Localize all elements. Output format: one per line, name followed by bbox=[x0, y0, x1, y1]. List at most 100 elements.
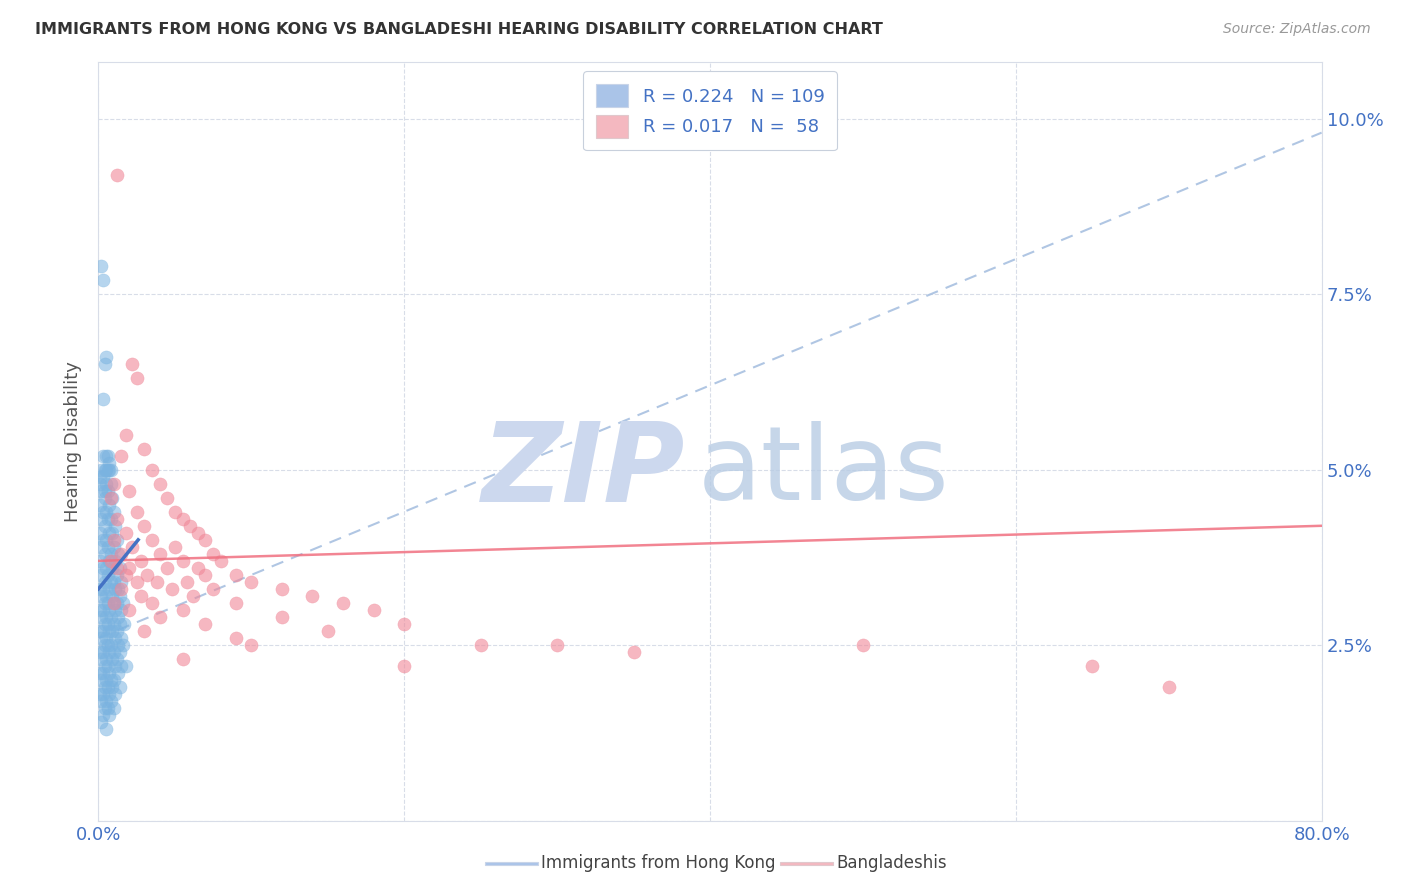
Point bbox=[94, 723, 117, 737]
Point bbox=[89, 687, 111, 701]
Point bbox=[141, 462, 163, 476]
Point bbox=[93, 357, 115, 371]
Point bbox=[125, 574, 148, 589]
Point bbox=[97, 449, 120, 463]
Point bbox=[101, 680, 124, 694]
Point bbox=[93, 617, 115, 632]
Point bbox=[110, 582, 132, 596]
Point bbox=[90, 673, 112, 688]
Point bbox=[115, 525, 138, 540]
Point bbox=[90, 694, 112, 708]
Point bbox=[90, 512, 112, 526]
Point bbox=[100, 610, 122, 624]
Point bbox=[94, 561, 117, 575]
Point bbox=[110, 631, 132, 645]
Point bbox=[93, 680, 115, 694]
Point bbox=[100, 638, 122, 652]
Point bbox=[94, 631, 117, 645]
Point bbox=[93, 483, 115, 498]
Point bbox=[107, 638, 129, 652]
Point bbox=[181, 589, 204, 603]
Point bbox=[105, 533, 128, 547]
Point bbox=[107, 582, 129, 596]
Point bbox=[101, 624, 124, 639]
Point bbox=[91, 505, 114, 519]
Point bbox=[98, 525, 121, 540]
Point bbox=[115, 427, 138, 442]
Point bbox=[194, 617, 217, 632]
Point bbox=[134, 518, 156, 533]
Point bbox=[90, 462, 112, 476]
Point bbox=[105, 561, 128, 575]
Point bbox=[125, 371, 148, 385]
Point bbox=[172, 652, 194, 666]
Point bbox=[97, 596, 120, 610]
Point bbox=[97, 568, 120, 582]
Point bbox=[108, 645, 131, 659]
Point bbox=[172, 512, 194, 526]
Point bbox=[110, 603, 132, 617]
Point bbox=[141, 533, 163, 547]
Point bbox=[98, 624, 121, 639]
Point bbox=[93, 547, 115, 561]
Point bbox=[125, 505, 148, 519]
Point bbox=[98, 462, 121, 476]
Point bbox=[98, 554, 121, 568]
Point bbox=[118, 603, 141, 617]
Point bbox=[149, 476, 172, 491]
Point bbox=[111, 638, 134, 652]
Point bbox=[103, 476, 125, 491]
Point bbox=[94, 533, 117, 547]
Point bbox=[90, 610, 112, 624]
Point bbox=[103, 673, 125, 688]
Point bbox=[89, 645, 111, 659]
Point bbox=[156, 561, 179, 575]
Point bbox=[240, 574, 263, 589]
Point bbox=[115, 659, 138, 673]
Point bbox=[392, 617, 416, 632]
Point bbox=[103, 596, 125, 610]
Point bbox=[93, 491, 115, 505]
Point bbox=[98, 498, 121, 512]
Point bbox=[1157, 680, 1180, 694]
Point bbox=[94, 449, 117, 463]
Point bbox=[98, 687, 121, 701]
Point bbox=[93, 518, 115, 533]
Point bbox=[98, 603, 121, 617]
Point bbox=[91, 392, 114, 407]
Point bbox=[93, 462, 115, 476]
Point bbox=[101, 525, 124, 540]
Point bbox=[97, 701, 120, 715]
Point bbox=[187, 525, 209, 540]
Point bbox=[129, 589, 152, 603]
Point bbox=[149, 547, 172, 561]
Point bbox=[90, 568, 112, 582]
Point bbox=[332, 596, 354, 610]
Point bbox=[103, 540, 125, 554]
Point bbox=[100, 554, 122, 568]
Point bbox=[194, 533, 217, 547]
Point bbox=[852, 638, 875, 652]
Point bbox=[103, 533, 125, 547]
Point bbox=[97, 659, 120, 673]
Point bbox=[107, 547, 129, 561]
Point bbox=[100, 574, 122, 589]
Point bbox=[103, 574, 125, 589]
Point bbox=[104, 582, 127, 596]
Point bbox=[98, 456, 121, 470]
Point bbox=[97, 462, 120, 476]
Text: IMMIGRANTS FROM HONG KONG VS BANGLADESHI HEARING DISABILITY CORRELATION CHART: IMMIGRANTS FROM HONG KONG VS BANGLADESHI… bbox=[35, 22, 883, 37]
Point bbox=[104, 518, 127, 533]
Point bbox=[134, 624, 156, 639]
Point bbox=[108, 680, 131, 694]
Point bbox=[98, 582, 121, 596]
Point bbox=[94, 476, 117, 491]
Point bbox=[89, 603, 111, 617]
Point bbox=[91, 449, 114, 463]
Point bbox=[97, 680, 120, 694]
Point bbox=[104, 687, 127, 701]
Point bbox=[316, 624, 339, 639]
Point bbox=[149, 610, 172, 624]
Point bbox=[270, 610, 292, 624]
Point bbox=[103, 617, 125, 632]
